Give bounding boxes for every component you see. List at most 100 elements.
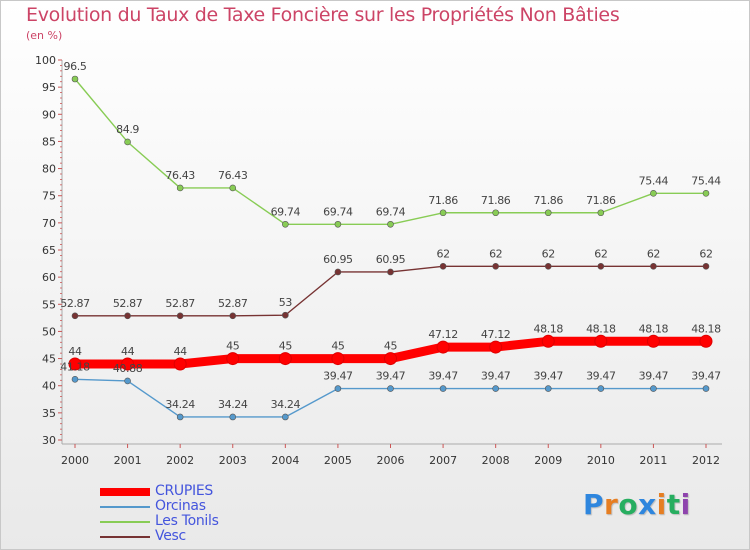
legend-label: Les Tonils [155,513,219,529]
data-label-vesc: 60.95 [323,253,353,266]
data-label-orcinas: 34.24 [271,398,301,411]
data-point-les-tonils [544,209,552,217]
data-label-orcinas: 39.47 [639,370,669,383]
data-point-les-tonils [387,220,394,228]
y-tick-label: 45 [42,353,56,366]
legend-swatch [100,487,150,496]
chart-series [68,75,713,421]
data-point-orcinas [334,385,342,392]
data-label-crupies: 47.12 [481,328,511,341]
y-tick-label: 95 [42,81,56,94]
data-label-crupies: 48.18 [586,322,616,335]
x-tick-label: 2012 [692,454,720,467]
data-point-crupies [489,340,503,354]
x-tick-label: 2011 [639,454,667,467]
legend-label: Orcinas [155,498,206,514]
data-label-vesc: 60.95 [376,253,406,266]
data-point-crupies [541,334,555,348]
x-tick-label: 2004 [271,454,299,467]
data-label-vesc: 52.87 [60,297,90,310]
data-label-crupies: 44 [174,345,188,358]
data-label-les-tonils: 69.74 [323,205,353,218]
data-label-les-tonils: 69.74 [376,205,406,218]
data-point-les-tonils [702,190,710,197]
data-point-vesc [544,262,552,270]
data-point-crupies [646,334,660,348]
data-label-orcinas: 39.47 [534,370,564,383]
chart-title: Evolution du Taux de Taxe Foncière sur l… [26,4,620,26]
data-label-vesc: 62 [647,247,660,260]
logo-letter: P [583,488,605,521]
data-point-vesc [387,268,394,276]
y-tick-label: 90 [42,108,56,121]
y-tick-label: 70 [42,217,56,230]
y-tick-label: 60 [42,271,56,284]
logo-letter: x [638,488,657,521]
data-label-orcinas: 39.47 [376,370,406,383]
y-tick-label: 75 [42,190,56,203]
data-point-vesc [71,312,79,320]
data-point-orcinas [597,385,605,392]
data-label-vesc: 52.87 [218,297,248,310]
data-point-orcinas [71,376,79,383]
data-label-les-tonils: 71.86 [481,194,511,207]
chart-axes: 30 35 40 45 50 55 60 65 70 75 80 85 90 95 100 2000 2001 2… [35,54,722,467]
data-label-crupies: 44 [121,345,135,358]
y-tick-label: 35 [42,407,56,420]
data-point-vesc [702,262,710,270]
data-point-les-tonils [229,184,237,192]
legend-swatch [100,520,150,523]
data-label-les-tonils: 69.74 [271,205,301,218]
data-point-crupies [68,357,82,371]
x-tick-label: 2002 [166,454,194,467]
data-label-orcinas: 39.47 [691,370,721,383]
data-point-les-tonils [124,138,131,146]
data-point-orcinas [650,385,657,392]
data-point-orcinas [492,385,499,392]
data-point-orcinas [229,413,237,421]
data-point-crupies [331,352,345,366]
data-label-vesc: 62 [699,247,712,260]
y-tick-label: 50 [42,325,56,338]
data-label-vesc: 62 [594,247,607,260]
data-label-crupies: 45 [279,340,293,353]
data-label-crupies: 48.18 [639,322,669,335]
data-point-crupies [121,357,135,371]
data-label-vesc: 53 [279,296,293,309]
y-tick-label: 100 [35,54,56,67]
data-point-orcinas [702,385,710,392]
data-point-les-tonils [492,209,499,217]
data-label-orcinas: 34.24 [165,398,195,411]
data-point-les-tonils [334,220,342,228]
proxiti-logo: Proxiti [583,488,691,521]
data-point-vesc [124,312,131,320]
data-label-les-tonils: 75.44 [691,174,721,187]
chart-data-labels: 52.87 52.87 52.87 52.87 53 60.95 60.95 62 62 62 62… [60,60,721,411]
data-point-vesc [176,312,184,320]
data-point-vesc [492,262,499,270]
data-point-les-tonils [176,184,184,192]
data-point-orcinas [387,385,394,392]
legend-label: Vesc [155,528,186,544]
x-tick-label: 2005 [324,454,352,467]
legend: CRUPIES Orcinas Les Tonils Vesc [100,483,300,544]
data-label-orcinas: 41.18 [60,360,90,373]
data-point-les-tonils [282,220,289,228]
logo-letter: i [656,488,667,521]
x-tick-label: 2006 [377,454,405,467]
x-tick-label: 2009 [534,454,562,467]
x-tick-label: 2010 [587,454,615,467]
data-point-vesc [229,312,237,320]
data-point-crupies [173,357,187,371]
data-label-les-tonils: 71.86 [428,194,458,207]
data-point-les-tonils [650,190,657,197]
y-tick-label: 40 [42,380,56,393]
data-point-crupies [699,334,713,348]
data-label-orcinas: 39.47 [481,370,511,383]
data-label-orcinas: 34.24 [218,398,248,411]
data-label-vesc: 62 [436,247,449,260]
chart-subtitle: (en %) [26,29,63,42]
data-label-crupies: 48.18 [534,322,564,335]
data-label-les-tonils: 76.43 [218,169,248,182]
